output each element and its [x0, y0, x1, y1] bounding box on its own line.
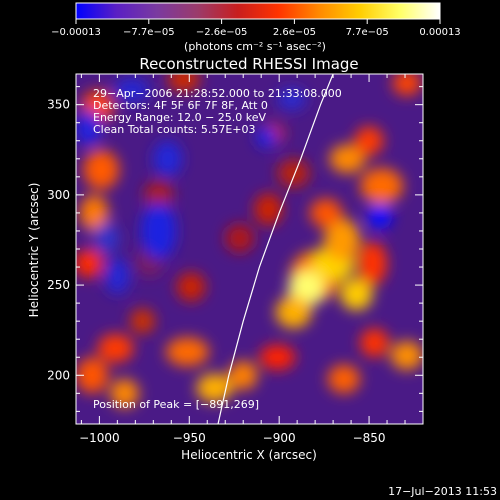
heatmap-blobs: [76, 74, 423, 408]
heatmap-blob: [358, 241, 388, 286]
annotation-line: Energy Range: 12.0 − 25.0 keV: [93, 111, 267, 124]
colorbar-tick-label: 7.7e−05: [346, 27, 389, 38]
heatmap-blob: [390, 341, 423, 370]
heatmap-blob: [110, 378, 139, 408]
annotation-block: 29−Apr−2006 21:28:52.000 to 21:33:08.000…: [93, 87, 342, 136]
heatmap-blob: [104, 258, 130, 295]
heatmap-blob: [76, 110, 102, 147]
heatmap-blob: [76, 357, 109, 394]
heatmap-blob: [360, 167, 404, 204]
y-axis-ticks: 200 250 300 350: [47, 86, 423, 412]
heatmap-blob: [196, 373, 233, 403]
colorbar-tick-label: −2.6e−05: [196, 27, 248, 38]
heatmap-blob: [225, 223, 254, 253]
peak-position-label: Position of Peak = [−891,269]: [93, 398, 259, 411]
heatmap-blob: [259, 344, 296, 370]
heatmap-blob: [277, 88, 307, 111]
y-tick-label: 350: [47, 98, 70, 112]
colorbar: −0.00013 −7.7e−05 −2.6e−05 2.6e−05 7.7e−05 0.…: [51, 2, 461, 53]
heatmap-blob: [83, 149, 120, 190]
colorbar-tick-label: 0.00013: [419, 27, 460, 38]
y-axis-label: Heliocentric Y (arcsec): [27, 183, 41, 318]
heatmap-blob: [97, 333, 134, 363]
heatmap-blob: [176, 272, 206, 302]
annotation-line: 29−Apr−2006 21:28:52.000 to 21:33:08.000: [93, 87, 342, 100]
colorbar-tick-label: −0.00013: [51, 27, 101, 38]
heatmap-blob: [113, 77, 150, 103]
x-axis-ticks: −1000 −950 −900 −850: [79, 74, 424, 445]
heatmap-blob: [309, 198, 343, 228]
heatmap-blob: [277, 158, 310, 188]
chart-title: Reconstructed RHESSI Image: [139, 55, 358, 73]
y-tick-label: 200: [47, 368, 70, 382]
heatmap-blob: [329, 144, 366, 174]
x-axis-label: Heliocentric X (arcsec): [181, 448, 317, 462]
heatmap-blob: [340, 277, 373, 311]
heatmap-blob: [129, 308, 156, 334]
heatmap-blob: [392, 74, 422, 96]
heatmap-blob: [144, 180, 174, 210]
colorbar-tick-label: 2.6e−05: [273, 27, 316, 38]
colorbar-ticks: −0.00013 −7.7e−05 −2.6e−05 2.6e−05 7.7e−05 0.…: [51, 19, 461, 38]
x-tick-label: −1000: [79, 431, 120, 445]
heatmap-blob: [327, 364, 361, 394]
x-tick-label: −950: [173, 431, 206, 445]
plot-area: −1000 −950 −900 −850 200 250 300 350: [47, 73, 424, 445]
heatmap-blob: [76, 249, 103, 278]
heatmap-blob: [79, 194, 109, 231]
heatmap-blob: [255, 126, 278, 148]
y-tick-label: 300: [47, 188, 70, 202]
colorbar-tick-label: −7.7e−05: [123, 27, 175, 38]
annotation-line: Clean Total counts: 5.57E+03: [93, 123, 256, 136]
heatmap-blob: [93, 221, 120, 255]
heatmap-blob: [140, 202, 177, 260]
annotation-line: Detectors: 4F 5F 6F 7F 8F, Att 0: [93, 99, 268, 112]
heatmap-blob: [253, 193, 283, 226]
heatmap-blob: [324, 218, 361, 262]
y-tick-label: 250: [47, 278, 70, 292]
heatmap-blob: [360, 328, 389, 358]
heatmap-blob: [354, 126, 384, 156]
heatmap-blob: [153, 140, 183, 177]
heatmap-blob: [165, 337, 210, 367]
x-tick-label: −900: [263, 431, 296, 445]
heatmap-blob: [228, 360, 258, 390]
footer-timestamp: 17−Jul−2013 11:53: [388, 485, 497, 498]
solar-limb-curve: [217, 74, 334, 424]
colorbar-bar: [75, 2, 441, 20]
heatmap-blob: [167, 74, 201, 93]
x-tick-label: −850: [353, 431, 386, 445]
colorbar-unit-label: (photons cm⁻² s⁻¹ asec⁻²): [184, 40, 326, 53]
heatmap-blob: [275, 295, 312, 329]
heatmap-blob: [367, 203, 393, 230]
